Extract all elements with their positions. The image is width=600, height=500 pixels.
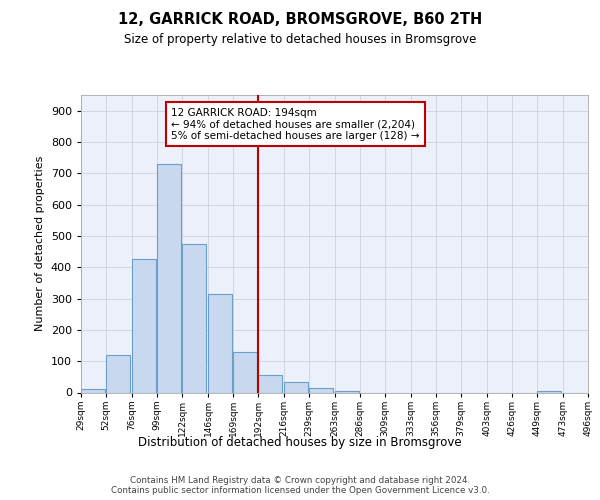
Bar: [106, 355, 130, 393]
Bar: [157, 164, 181, 392]
Bar: [132, 260, 157, 392]
Bar: [81, 388, 106, 392]
Bar: [208, 294, 232, 392]
Bar: [309, 388, 334, 392]
Bar: [258, 376, 283, 392]
Bar: [335, 391, 359, 392]
Bar: [182, 244, 206, 392]
Text: Size of property relative to detached houses in Bromsgrove: Size of property relative to detached ho…: [124, 32, 476, 46]
Bar: [284, 382, 308, 392]
Text: 12 GARRICK ROAD: 194sqm
← 94% of detached houses are smaller (2,204)
5% of semi-: 12 GARRICK ROAD: 194sqm ← 94% of detache…: [171, 108, 419, 140]
Bar: [537, 391, 562, 392]
Text: 12, GARRICK ROAD, BROMSGROVE, B60 2TH: 12, GARRICK ROAD, BROMSGROVE, B60 2TH: [118, 12, 482, 28]
Bar: [233, 352, 257, 393]
Y-axis label: Number of detached properties: Number of detached properties: [35, 156, 45, 332]
Text: Contains HM Land Registry data © Crown copyright and database right 2024.: Contains HM Land Registry data © Crown c…: [130, 476, 470, 485]
Text: Distribution of detached houses by size in Bromsgrove: Distribution of detached houses by size …: [138, 436, 462, 449]
Text: Contains public sector information licensed under the Open Government Licence v3: Contains public sector information licen…: [110, 486, 490, 495]
